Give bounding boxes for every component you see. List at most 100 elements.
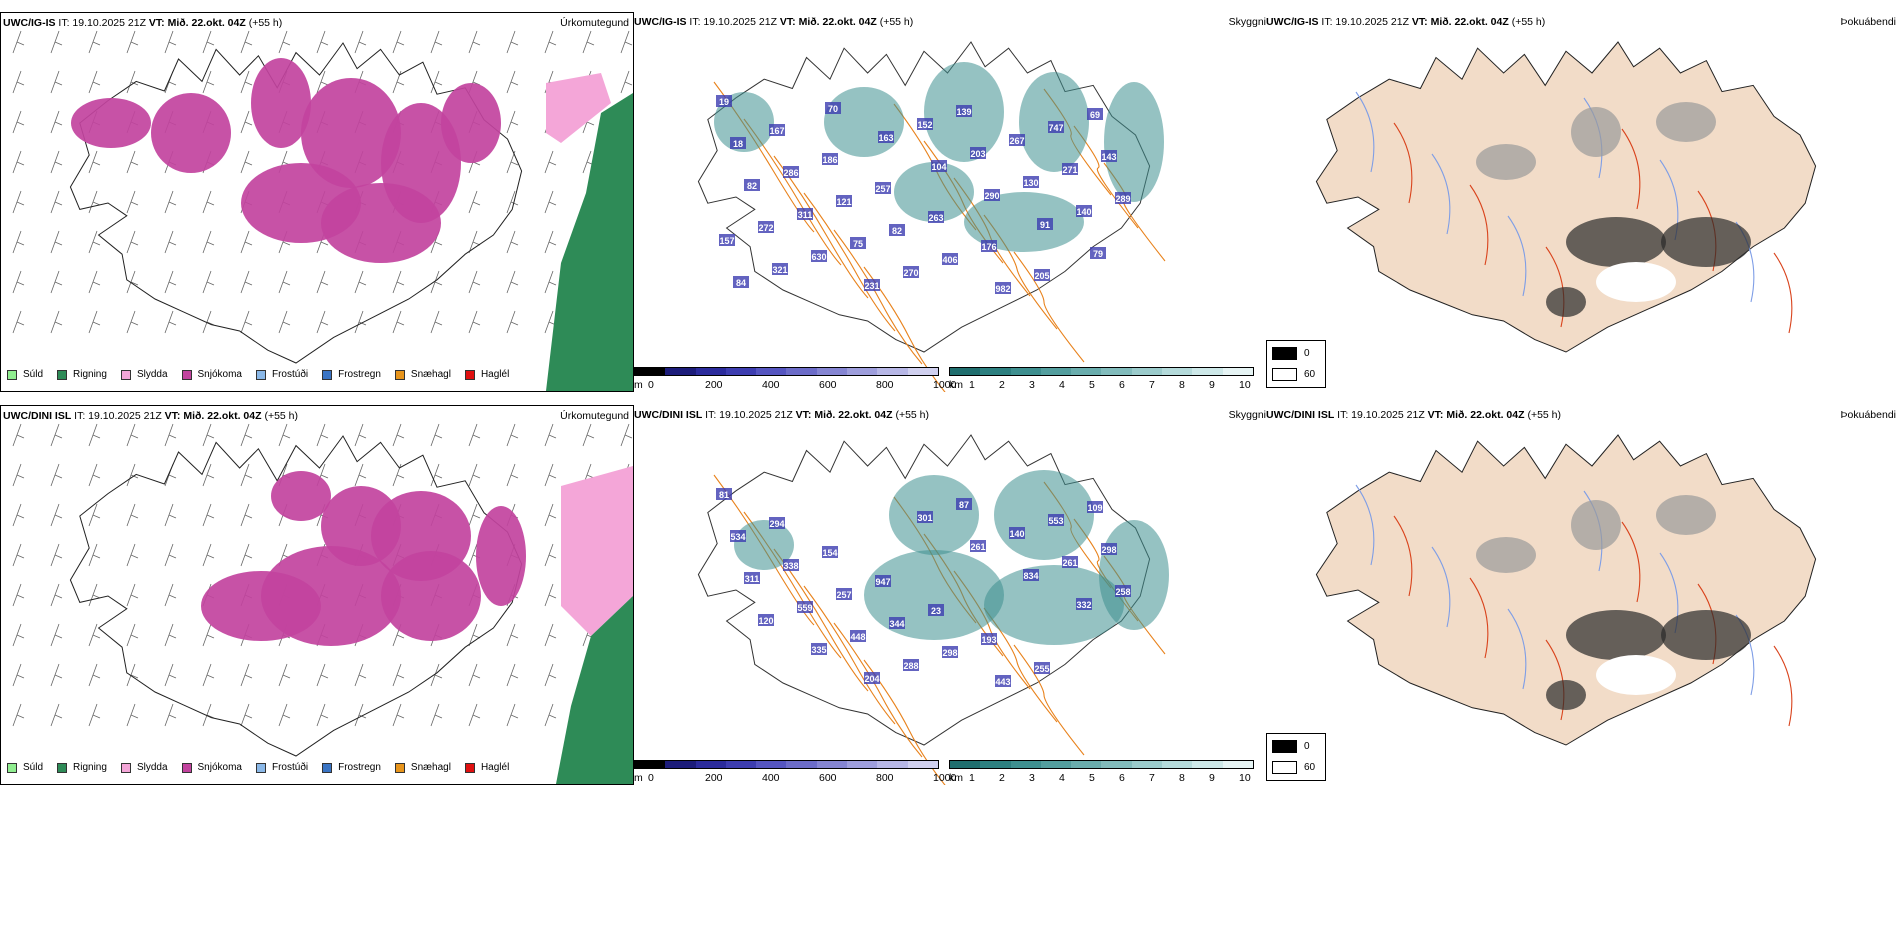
ceiling-marker	[733, 276, 749, 288]
colorbar-tick: 1	[969, 379, 975, 391]
wind-barb	[12, 463, 25, 487]
wind-barb	[50, 583, 63, 607]
ceiling-label: 81	[719, 490, 729, 500]
model-name: UWC/DINI ISL	[634, 409, 703, 421]
wind-barb	[12, 310, 25, 334]
ceiling-label: 152	[917, 120, 932, 130]
ceiling-label: 167	[769, 126, 784, 136]
wind-barb	[164, 310, 177, 334]
low-visibility-area	[994, 470, 1094, 560]
ceiling-marker	[1023, 176, 1039, 188]
ceiling-label: 204	[864, 674, 879, 684]
ceiling-marker	[744, 179, 760, 191]
wind-barb	[164, 270, 177, 294]
ceiling-label: 559	[797, 603, 812, 613]
ceiling-marker	[1076, 598, 1092, 610]
colorbar-unit: km	[949, 772, 963, 784]
wind-barb	[202, 70, 215, 94]
ceiling-marker	[1023, 569, 1039, 581]
wind-barb	[544, 663, 557, 687]
ceiling-label: 143	[1101, 152, 1116, 162]
colorbar-tick: 9	[1209, 379, 1215, 391]
fog-area	[1566, 610, 1666, 660]
ceiling-marker	[744, 572, 760, 584]
wind-barb	[240, 150, 253, 174]
wind-barb	[88, 583, 101, 607]
ceiling-label: 231	[864, 281, 879, 291]
init-time: IT: 19.10.2025 21Z	[58, 17, 146, 29]
ceiling-label: 298	[942, 648, 957, 658]
ceiling-marker	[956, 105, 972, 117]
wind-barb	[354, 310, 367, 334]
wind-barb	[544, 423, 557, 447]
low-visibility-area	[1104, 82, 1164, 202]
wind-barb	[240, 230, 253, 254]
lead-time: (+55 h)	[879, 16, 914, 28]
visibility-panel: 81 294 154 947 23 193 255 109 534 338 257 344 298 443…	[634, 405, 1266, 785]
legend-label: Snjókoma	[197, 762, 242, 773]
lead-time: (+55 h)	[264, 410, 299, 422]
wind-barb	[468, 30, 481, 54]
wind-barb	[544, 150, 557, 174]
fog-key: 0 60	[1266, 340, 1326, 388]
wind-barb	[88, 30, 101, 54]
river-line	[1355, 484, 1375, 566]
wind-barb	[392, 423, 405, 447]
ceiling-marker	[875, 182, 891, 194]
road-line	[803, 585, 896, 725]
wind-barb	[12, 543, 25, 567]
wind-barb	[12, 663, 25, 687]
road-line	[1393, 122, 1413, 204]
ceiling-label: 79	[1093, 249, 1103, 259]
legend-label: Haglél	[480, 762, 510, 773]
precip-legend: Súld Rigning Slydda Snjókoma Frostúði Frostre…	[7, 762, 523, 773]
river-line	[1431, 546, 1451, 628]
wind-barb	[88, 463, 101, 487]
lead-time: (+55 h)	[248, 17, 283, 29]
wind-barb	[316, 70, 329, 94]
wind-barb	[50, 70, 63, 94]
wind-barb	[430, 663, 443, 687]
wind-barb	[506, 463, 519, 487]
wind-barb	[88, 503, 101, 527]
ceiling-marker	[864, 279, 880, 291]
colorbar-unit: m	[634, 772, 643, 784]
wind-barb	[164, 70, 177, 94]
ceiling-marker	[836, 195, 852, 207]
legend-item: Súld	[7, 762, 43, 773]
wind-barb	[544, 543, 557, 567]
colorbar-tick: 200	[705, 772, 723, 784]
wind-barb	[506, 150, 519, 174]
wind-barb	[126, 230, 139, 254]
ceiling-marker	[730, 530, 746, 542]
road-line	[833, 622, 923, 758]
wind-barb	[202, 663, 215, 687]
wind-barb	[126, 30, 139, 54]
legend-item: Rigning	[57, 762, 107, 773]
ceiling-label: 255	[1034, 664, 1049, 674]
ceiling-label: 288	[903, 661, 918, 671]
wind-barb	[202, 190, 215, 214]
ceiling-marker	[1034, 662, 1050, 674]
wind-barb	[126, 423, 139, 447]
wind-barb	[202, 463, 215, 487]
ceiling-marker	[984, 189, 1000, 201]
valid-time: VT: Mið. 22.okt. 04Z	[779, 16, 877, 28]
valid-time: VT: Mið. 22.okt. 04Z	[148, 17, 246, 29]
ceiling-marker	[1101, 150, 1117, 162]
wind-barb	[240, 703, 253, 727]
legend-item: Frostúði	[255, 369, 308, 380]
ceiling-marker	[1062, 163, 1078, 175]
ceiling-marker	[772, 263, 788, 275]
ceiling-label: 630	[811, 252, 826, 262]
legend-swatch	[57, 762, 68, 773]
ceiling-label: 193	[981, 635, 996, 645]
ceiling-label: 257	[875, 184, 890, 194]
wind-barb	[88, 150, 101, 174]
wind-barb	[430, 30, 443, 54]
ceiling-marker	[917, 118, 933, 130]
wind-barb	[506, 703, 519, 727]
ceiling-marker	[1090, 247, 1106, 259]
ceiling-colorbar: m 0 200 400 600 800 1000	[634, 760, 956, 785]
ceiling-marker	[850, 630, 866, 642]
